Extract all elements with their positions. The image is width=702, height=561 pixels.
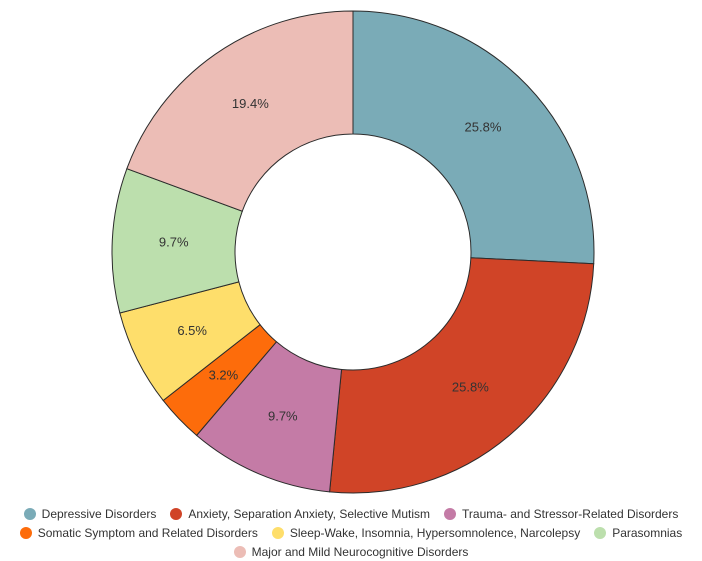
legend-label: Anxiety, Separation Anxiety, Selective M… [188, 507, 431, 521]
legend-item-2[interactable]: Trauma- and Stressor-Related Disorders [444, 506, 678, 522]
slice-label-6: 19.4% [232, 96, 269, 111]
slice-1[interactable] [329, 257, 595, 494]
legend-marker-icon [233, 546, 246, 558]
legend-label: Parasomnias [612, 526, 683, 540]
legend-label: Depressive Disorders [41, 507, 157, 521]
legend-marker-icon [19, 527, 32, 539]
slice-0[interactable] [352, 10, 595, 265]
slice-label-5: 9.7% [159, 235, 189, 250]
slice-label-4: 6.5% [177, 323, 207, 338]
legend-item-4[interactable]: Sleep-Wake, Insomnia, Hypersomnolence, N… [271, 525, 581, 541]
legend-item-1[interactable]: Anxiety, Separation Anxiety, Selective M… [170, 506, 430, 522]
legend-marker-icon [23, 508, 36, 520]
slice-label-2: 9.7% [268, 409, 298, 424]
legend: Depressive Disorders Anxiety, Separation … [0, 506, 702, 560]
legend-label: Somatic Symptom and Related Disorders [37, 526, 258, 540]
donut-chart: 25.8% 25.8% 9.7% 3.2% 6.5% 9.7% 19.4% [111, 10, 595, 494]
slice-label-0: 25.8% [465, 120, 502, 135]
legend-item-5[interactable]: Parasomnias [594, 525, 682, 541]
legend-label: Major and Mild Neurocognitive Disorders [251, 545, 469, 559]
legend-item-6[interactable]: Major and Mild Neurocognitive Disorders [233, 544, 469, 560]
legend-label: Sleep-Wake, Insomnia, Hypersomnolence, N… [289, 526, 581, 540]
legend-marker-icon [271, 527, 284, 539]
slice-label-1: 25.8% [452, 379, 489, 394]
legend-marker-icon [170, 508, 183, 520]
legend-item-3[interactable]: Somatic Symptom and Related Disorders [19, 525, 258, 541]
legend-label: Trauma- and Stressor-Related Disorders [462, 507, 679, 521]
legend-marker-icon [444, 508, 457, 520]
legend-item-0[interactable]: Depressive Disorders [23, 506, 157, 522]
slice-label-3: 3.2% [209, 368, 239, 383]
slice-6[interactable] [126, 10, 354, 212]
legend-marker-icon [594, 527, 607, 539]
